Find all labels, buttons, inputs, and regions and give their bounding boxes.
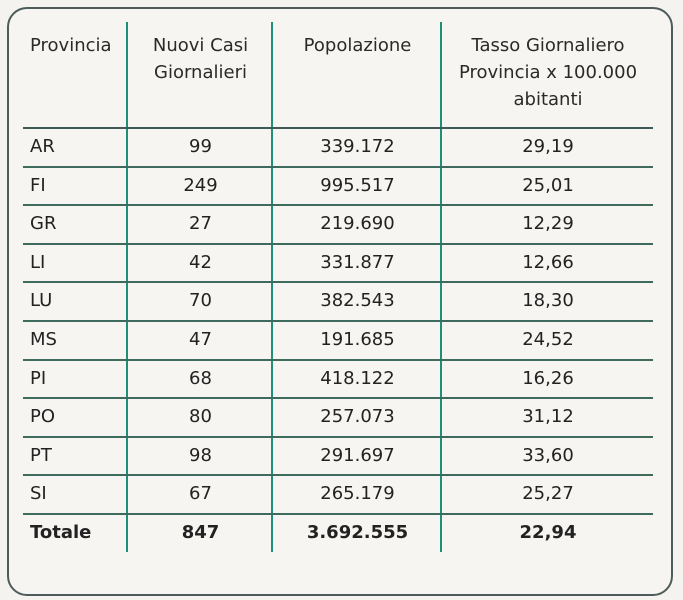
cell-nuovi-casi: 98 (189, 444, 212, 466)
row-divider (23, 359, 653, 361)
header-provincia: Provincia (30, 32, 112, 59)
cell-nuovi-casi: 80 (189, 406, 212, 428)
cell-popolazione: 265.179 (320, 483, 395, 505)
total-nuovi-casi: 847 (181, 522, 220, 543)
cell-provincia: GR (30, 213, 57, 235)
cell-nuovi-casi: 47 (189, 329, 212, 350)
header-line: Provincia (30, 35, 112, 56)
row-divider (23, 166, 653, 168)
cell-tasso: 24,52 (522, 329, 574, 350)
cell-provincia: FI (30, 174, 46, 196)
cell-popolazione: 291.697 (320, 444, 395, 466)
row-divider (23, 513, 653, 515)
cell-nuovi-casi: 68 (189, 367, 212, 389)
header-tasso: Tasso Giornaliero Provincia x 100.000 ab… (443, 32, 653, 113)
cell-provincia: PO (30, 406, 56, 428)
cell-nuovi-casi: 42 (189, 251, 212, 273)
row-divider (23, 474, 653, 476)
cell-popolazione: 331.877 (320, 251, 395, 273)
cell-nuovi-casi: 27 (189, 213, 212, 235)
header-line: Nuovi Casi (152, 35, 249, 56)
total-tasso: 22,94 (519, 522, 577, 543)
cell-nuovi-casi: 70 (189, 290, 212, 312)
cell-tasso: 25,27 (522, 483, 574, 505)
cell-popolazione: 995.517 (320, 174, 395, 196)
cell-popolazione: 382.543 (320, 290, 395, 312)
header-popolazione: Popolazione (274, 32, 441, 59)
cell-provincia: AR (30, 136, 55, 157)
cell-tasso: 16,26 (522, 367, 574, 389)
cell-nuovi-casi: 67 (189, 483, 212, 505)
cell-tasso: 12,29 (522, 213, 574, 235)
cell-popolazione: 257.073 (320, 406, 395, 428)
row-divider (23, 436, 653, 438)
total-provincia: Totale (30, 522, 92, 543)
header-divider (23, 127, 653, 129)
cell-tasso: 18,30 (522, 290, 574, 312)
column-divider (440, 22, 442, 552)
row-divider (23, 243, 653, 245)
cell-nuovi-casi: 249 (183, 174, 218, 196)
total-popolazione: 3.692.555 (306, 522, 409, 543)
header-nuovi-casi: Nuovi Casi Giornalieri (129, 32, 272, 86)
cell-popolazione: 219.690 (320, 213, 395, 235)
header-line: Popolazione (303, 35, 412, 56)
cell-provincia: SI (30, 483, 47, 505)
header-line: Tasso Giornaliero (471, 35, 625, 56)
cell-tasso: 31,12 (522, 406, 574, 428)
cell-tasso: 33,60 (522, 444, 574, 466)
column-divider (271, 22, 273, 552)
row-divider (23, 397, 653, 399)
cell-provincia: MS (30, 329, 57, 350)
table-card (7, 7, 673, 596)
column-divider (126, 22, 128, 552)
cell-tasso: 12,66 (522, 251, 574, 273)
cell-nuovi-casi: 99 (189, 136, 212, 157)
header-line: Provincia x 100.000 (458, 62, 638, 83)
cell-provincia: PI (30, 367, 47, 389)
cell-popolazione: 418.122 (320, 367, 395, 389)
cell-provincia: LU (30, 290, 53, 312)
cell-popolazione: 191.685 (320, 329, 395, 350)
cell-provincia: LI (30, 251, 46, 273)
header-line: Giornalieri (154, 62, 247, 83)
row-divider (23, 281, 653, 283)
cell-provincia: PT (30, 444, 52, 466)
cell-tasso: 25,01 (522, 174, 574, 196)
cell-tasso: 29,19 (522, 136, 574, 157)
row-divider (23, 320, 653, 322)
row-divider (23, 204, 653, 206)
header-line: abitanti (513, 89, 583, 110)
cell-popolazione: 339.172 (320, 136, 395, 157)
